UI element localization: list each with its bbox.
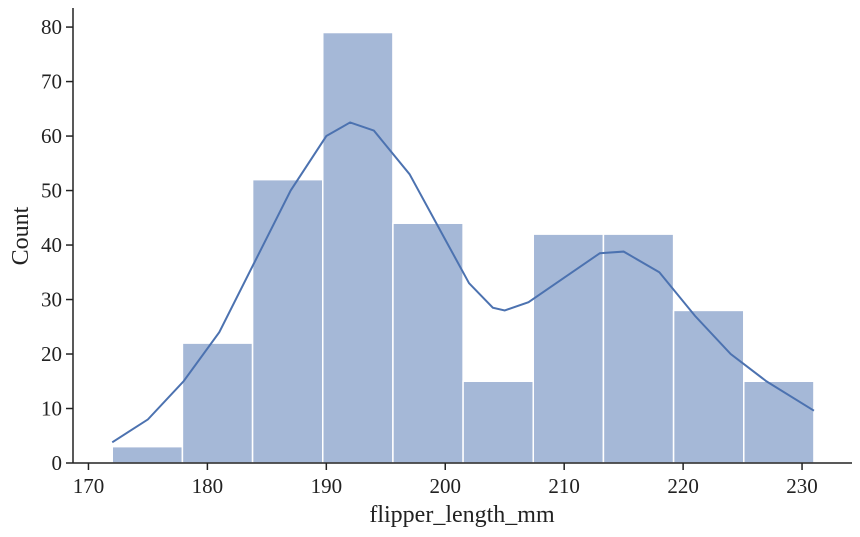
y-tick-label: 40 <box>41 233 62 257</box>
y-axis-label: Count <box>8 206 34 265</box>
bar <box>743 380 815 464</box>
x-tick-label: 180 <box>192 474 224 498</box>
bar <box>251 178 324 464</box>
bar <box>181 342 254 464</box>
x-tick-label: 230 <box>786 474 818 498</box>
x-tick-label: 170 <box>73 474 105 498</box>
x-tick-label: 210 <box>548 474 580 498</box>
y-tick-label: 30 <box>41 288 62 312</box>
y-tick-label: 60 <box>41 124 62 148</box>
bar <box>672 309 745 464</box>
y-tick-label: 20 <box>41 342 62 366</box>
kde-line <box>111 121 815 444</box>
y-tick-label: 0 <box>52 451 63 475</box>
x-tick-label: 200 <box>430 474 462 498</box>
y-tick-label: 80 <box>41 15 62 39</box>
y-tick-label: 10 <box>41 397 62 421</box>
bar <box>392 222 464 464</box>
bar <box>532 233 605 464</box>
y-tick-label: 70 <box>41 70 62 94</box>
x-axis-label: flipper_length_mm <box>369 502 555 528</box>
bar <box>462 380 535 464</box>
x-tick-label: 190 <box>311 474 343 498</box>
y-tick-label: 50 <box>41 179 62 203</box>
bar <box>602 233 675 464</box>
bar <box>111 445 184 464</box>
bar <box>322 31 394 464</box>
x-tick-label: 220 <box>667 474 699 498</box>
